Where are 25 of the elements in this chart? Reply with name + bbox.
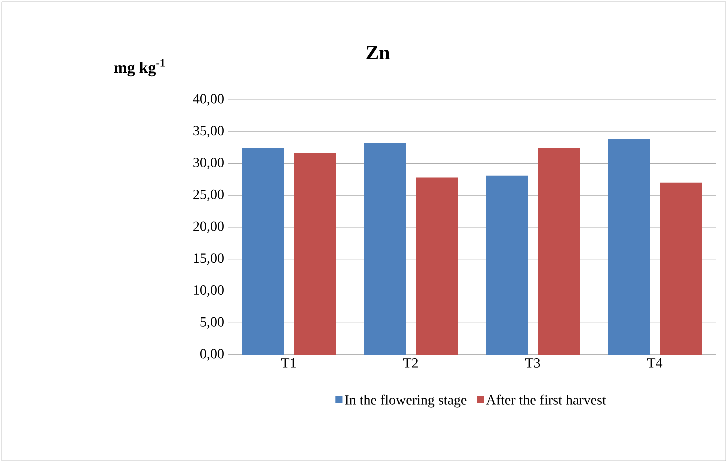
chart-title: Zn: [366, 46, 390, 60]
x-tick-label: T2: [403, 358, 418, 368]
x-tick-label: T3: [525, 358, 540, 368]
bar: [416, 178, 458, 355]
bar: [294, 154, 336, 355]
y-tick-label: 40,00: [193, 94, 224, 106]
y-tick-label: 35,00: [194, 126, 224, 138]
y-axis-title: mg kg$^{-1}$: [114, 59, 165, 77]
bar: [242, 148, 284, 355]
x-tick-label: T4: [647, 358, 663, 368]
bar: [608, 140, 650, 355]
bar: [538, 148, 580, 355]
y-tick-label: 15,00: [194, 254, 224, 266]
x-tick-label: T1: [281, 358, 296, 368]
bar: [486, 176, 528, 355]
y-tick-label: 5,00: [200, 317, 224, 329]
legend-label: In the flowering stage: [345, 394, 467, 408]
legend-label: After the first harvest: [486, 394, 606, 405]
bar: [660, 182, 702, 355]
y-tick-label: 10,00: [194, 286, 224, 297]
y-tick-label: 30,00: [194, 158, 224, 170]
bar: [364, 143, 406, 355]
y-tick-label: 25,00: [194, 190, 224, 202]
y-tick-label: 20,00: [194, 222, 224, 234]
y-tick-label: 0,00: [200, 349, 224, 361]
